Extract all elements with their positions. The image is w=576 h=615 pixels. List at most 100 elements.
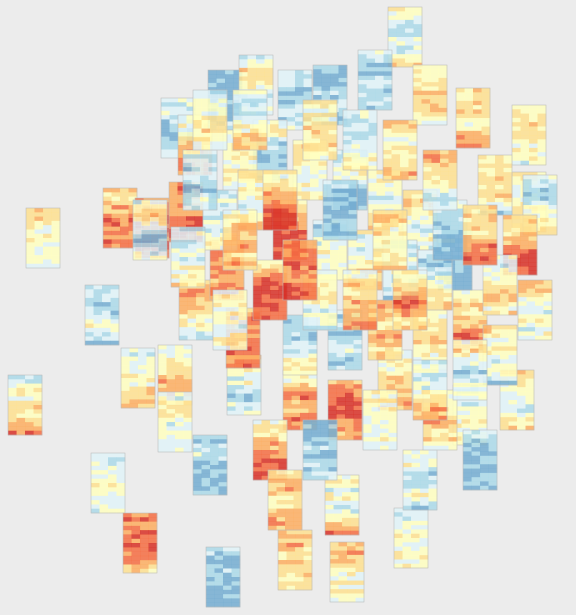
heatmap-cell bbox=[303, 424, 312, 429]
heatmap-cell bbox=[336, 435, 346, 441]
heatmap-cell bbox=[535, 297, 544, 302]
heatmap-cell bbox=[345, 380, 354, 385]
heatmap-cell bbox=[140, 530, 149, 535]
heatmap-cell bbox=[108, 470, 117, 475]
heatmap-cell bbox=[448, 437, 458, 442]
heatmap-cell bbox=[529, 109, 538, 114]
heatmap-cell bbox=[131, 534, 141, 540]
heatmap-cell bbox=[227, 367, 236, 373]
heatmap-cell bbox=[34, 255, 44, 260]
heatmap-cell bbox=[223, 244, 232, 249]
heatmap-cell bbox=[103, 200, 112, 206]
heatmap-cell bbox=[25, 426, 34, 432]
heatmap-cell bbox=[166, 430, 176, 436]
heatmap-cell bbox=[178, 136, 187, 142]
heatmap-cell bbox=[411, 505, 421, 511]
heatmap-cell bbox=[520, 130, 530, 136]
heatmap-cell bbox=[345, 397, 354, 402]
heatmap-cell bbox=[491, 380, 501, 386]
heatmap-cell bbox=[428, 484, 438, 489]
heatmap-cell bbox=[503, 223, 512, 229]
heatmap-cell bbox=[210, 257, 219, 262]
heatmap-cell bbox=[486, 193, 496, 199]
heatmap-cell bbox=[320, 287, 329, 292]
heatmap-cell bbox=[345, 335, 354, 341]
heatmap-cell bbox=[26, 225, 35, 230]
heatmap-cell bbox=[537, 160, 547, 166]
heatmap-cell bbox=[375, 101, 384, 107]
heatmap-cell bbox=[455, 277, 464, 282]
heatmap-cell bbox=[336, 314, 346, 319]
heatmap-cell bbox=[470, 370, 479, 375]
heatmap-cell bbox=[388, 407, 398, 412]
heatmap-cell bbox=[26, 259, 35, 265]
heatmap-cell bbox=[453, 365, 462, 371]
heatmap-cell bbox=[169, 98, 179, 103]
heatmap-cell bbox=[420, 501, 429, 507]
thumbnail-frame bbox=[462, 429, 498, 491]
heatmap-cell bbox=[138, 378, 147, 383]
heatmap-cell bbox=[235, 397, 245, 403]
heatmap-cell bbox=[486, 180, 496, 186]
heatmap-cell bbox=[430, 73, 439, 79]
heatmap-cell bbox=[461, 387, 471, 392]
heatmap-cell bbox=[196, 301, 205, 307]
heatmap-cell bbox=[271, 208, 281, 214]
heatmap-cell bbox=[517, 391, 526, 397]
heatmap-cell bbox=[488, 464, 498, 469]
heatmap-cell bbox=[320, 424, 329, 429]
heatmap-cell bbox=[328, 134, 338, 139]
heatmap-cell bbox=[420, 237, 429, 242]
heatmap-cell bbox=[368, 157, 378, 162]
heatmap-cell bbox=[264, 80, 274, 86]
heatmap-cell bbox=[34, 216, 44, 222]
heatmap-cell bbox=[253, 150, 262, 155]
heatmap-cell bbox=[548, 200, 558, 206]
heatmap-cell bbox=[413, 394, 422, 399]
heatmap-cell bbox=[421, 360, 431, 365]
thumbnail-frame bbox=[222, 209, 258, 271]
heatmap-cell bbox=[123, 513, 132, 518]
heatmap-cell bbox=[268, 508, 277, 514]
heatmap-cell bbox=[351, 140, 361, 145]
heatmap-cell bbox=[470, 402, 479, 407]
heatmap-cell bbox=[431, 205, 441, 211]
heatmap-cell bbox=[129, 378, 139, 383]
heatmap-cell bbox=[413, 19, 423, 25]
heatmap-cell bbox=[471, 434, 481, 439]
heatmap-cell bbox=[310, 174, 319, 179]
heatmap-cell bbox=[120, 218, 129, 223]
heatmap-cell bbox=[248, 261, 258, 267]
heatmap-cell bbox=[368, 161, 378, 167]
heatmap-cell bbox=[351, 321, 361, 327]
heatmap-cell bbox=[300, 345, 309, 350]
heatmap-cell bbox=[431, 162, 441, 168]
heatmap-cell bbox=[512, 210, 521, 216]
heatmap-cell bbox=[420, 245, 429, 251]
heatmap-cell bbox=[461, 298, 471, 304]
heatmap-cell bbox=[278, 91, 287, 97]
heatmap-cell bbox=[376, 347, 386, 352]
heatmap-cell bbox=[278, 158, 288, 164]
heatmap-cell bbox=[330, 580, 339, 586]
heatmap-cell bbox=[328, 361, 337, 367]
heatmap-cell bbox=[420, 471, 429, 477]
heatmap-cell bbox=[380, 428, 389, 434]
heatmap-cell bbox=[345, 427, 354, 432]
heatmap-cell bbox=[230, 320, 239, 325]
heatmap-cell bbox=[278, 564, 287, 569]
heatmap-cell bbox=[320, 125, 329, 131]
heatmap-cell bbox=[328, 278, 338, 284]
heatmap-cell bbox=[453, 315, 462, 321]
heatmap-cell bbox=[351, 127, 361, 132]
heatmap-cell bbox=[355, 584, 365, 590]
heatmap-cell bbox=[251, 325, 261, 330]
heatmap-cell bbox=[231, 210, 241, 215]
heatmap-cell bbox=[308, 244, 318, 249]
heatmap-cell bbox=[483, 337, 492, 343]
heatmap-cell bbox=[252, 367, 262, 373]
heatmap-cell bbox=[481, 105, 491, 110]
heatmap-cell bbox=[295, 74, 304, 79]
heatmap-cell bbox=[438, 335, 448, 341]
heatmap-cell bbox=[276, 470, 286, 475]
